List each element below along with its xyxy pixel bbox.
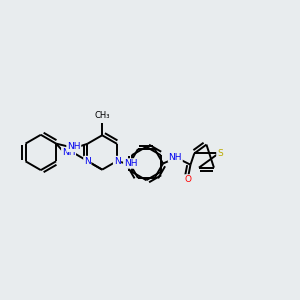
Text: NH: NH	[169, 153, 182, 162]
Text: NH: NH	[124, 159, 137, 168]
Text: CH₃: CH₃	[94, 111, 110, 120]
Text: N: N	[114, 157, 120, 166]
Text: N: N	[84, 157, 91, 166]
Text: NH: NH	[67, 142, 80, 151]
Text: NH: NH	[62, 148, 75, 157]
Text: O: O	[184, 175, 191, 184]
Text: S: S	[217, 149, 223, 158]
